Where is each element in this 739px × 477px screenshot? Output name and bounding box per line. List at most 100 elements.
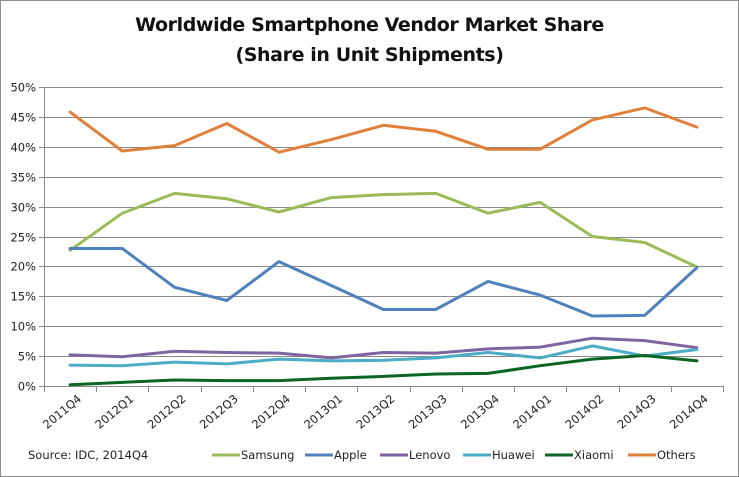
data-point-lenovo bbox=[278, 352, 281, 355]
data-point-lenovo bbox=[434, 352, 437, 355]
x-tick-label: 2014Q3 bbox=[615, 392, 659, 432]
x-tick-label: 2013Q1 bbox=[301, 392, 345, 432]
data-point-xiaomi bbox=[643, 354, 646, 357]
data-point-samsung bbox=[330, 196, 333, 199]
data-point-others bbox=[173, 144, 176, 147]
data-point-lenovo bbox=[591, 337, 594, 340]
y-tick-label: 15% bbox=[10, 290, 36, 304]
data-point-apple bbox=[539, 294, 542, 297]
x-tick-label: 2013Q3 bbox=[406, 392, 450, 432]
x-tick-label: 2011Q4 bbox=[40, 392, 84, 432]
data-point-xiaomi bbox=[539, 364, 542, 367]
chart-title: Worldwide Smartphone Vendor Market Share bbox=[135, 14, 604, 36]
legend: Samsung Apple Lenovo Huawei Xiaomi Others bbox=[212, 448, 696, 462]
data-point-others bbox=[225, 122, 228, 125]
data-point-huawei bbox=[278, 358, 281, 361]
data-point-apple bbox=[434, 308, 437, 311]
series-line-lenovo bbox=[68, 336, 699, 360]
data-point-samsung bbox=[278, 211, 281, 214]
legend-label: Huawei bbox=[492, 448, 535, 462]
y-tick-label: 10% bbox=[10, 320, 36, 334]
chart-subtitle: (Share in Unit Shipments) bbox=[235, 44, 504, 66]
axes bbox=[39, 87, 724, 392]
y-tick-label: 0% bbox=[18, 380, 36, 394]
data-point-apple bbox=[695, 266, 698, 269]
x-tick-label: 2013Q4 bbox=[458, 392, 502, 432]
y-tick-label: 30% bbox=[10, 201, 36, 215]
data-point-xiaomi bbox=[591, 358, 594, 361]
data-point-xiaomi bbox=[382, 375, 385, 378]
data-point-huawei bbox=[121, 364, 124, 367]
data-point-lenovo bbox=[330, 356, 333, 359]
legend-label: Lenovo bbox=[409, 448, 450, 462]
data-point-others bbox=[591, 118, 594, 121]
data-point-xiaomi bbox=[434, 373, 437, 376]
series-line-apple bbox=[68, 247, 699, 318]
data-point-xiaomi bbox=[330, 377, 333, 380]
y-tick-label: 35% bbox=[10, 171, 36, 185]
data-point-xiaomi bbox=[695, 359, 698, 362]
legend-item-lenovo: Lenovo bbox=[380, 448, 450, 462]
series-line-xiaomi bbox=[68, 354, 699, 387]
data-point-xiaomi bbox=[487, 372, 490, 375]
y-axis-tick-labels: 0% 5% 10% 15% 20% 25% 30% 35% 40% 45% 50% bbox=[10, 81, 36, 394]
legend-item-apple: Apple bbox=[305, 448, 367, 462]
data-point-huawei bbox=[591, 344, 594, 347]
x-tick-label: 2012Q4 bbox=[249, 392, 293, 432]
data-point-xiaomi bbox=[69, 383, 72, 386]
data-point-others bbox=[487, 148, 490, 151]
data-point-lenovo bbox=[382, 351, 385, 354]
legend-label: Xiaomi bbox=[574, 448, 614, 462]
series-line-others bbox=[68, 106, 699, 154]
data-point-samsung bbox=[539, 201, 542, 204]
x-axis-tick-labels: 2011Q4 2012Q1 2012Q2 2012Q3 2012Q4 2013Q1 2013… bbox=[40, 392, 711, 432]
y-tick-label: 5% bbox=[18, 350, 36, 364]
series-lines bbox=[68, 106, 699, 387]
data-point-huawei bbox=[225, 362, 228, 365]
data-point-others bbox=[69, 111, 72, 114]
data-point-samsung bbox=[487, 212, 490, 215]
data-point-others bbox=[278, 151, 281, 154]
legend-label: Others bbox=[657, 448, 696, 462]
x-tick-label: 2014Q4 bbox=[667, 392, 711, 432]
data-point-huawei bbox=[434, 356, 437, 359]
legend-item-huawei: Huawei bbox=[463, 448, 535, 462]
data-point-lenovo bbox=[487, 347, 490, 350]
data-point-others bbox=[695, 126, 698, 129]
series-line-huawei bbox=[68, 344, 699, 368]
data-point-huawei bbox=[487, 351, 490, 354]
data-point-others bbox=[643, 106, 646, 109]
data-point-lenovo bbox=[69, 353, 72, 356]
legend-item-others: Others bbox=[628, 448, 696, 462]
x-tick-label: 2012Q1 bbox=[92, 392, 136, 432]
data-point-huawei bbox=[69, 364, 72, 367]
y-tick-label: 25% bbox=[10, 231, 36, 245]
y-tick-label: 45% bbox=[10, 111, 36, 125]
data-point-xiaomi bbox=[225, 379, 228, 382]
y-tick-label: 40% bbox=[10, 141, 36, 155]
x-tick-label: 2012Q2 bbox=[145, 392, 189, 432]
y-tick-label: 50% bbox=[10, 81, 36, 95]
x-tick-label: 2014Q1 bbox=[510, 392, 554, 432]
x-tick-label: 2014Q2 bbox=[562, 392, 606, 432]
data-point-apple bbox=[225, 299, 228, 302]
data-point-huawei bbox=[382, 359, 385, 362]
data-point-apple bbox=[487, 280, 490, 283]
data-point-apple bbox=[173, 286, 176, 289]
y-tick-label: 20% bbox=[10, 260, 36, 274]
data-point-huawei bbox=[173, 361, 176, 364]
series-line-samsung bbox=[68, 191, 699, 269]
data-point-huawei bbox=[695, 348, 698, 351]
data-point-apple bbox=[69, 247, 72, 250]
data-point-samsung bbox=[643, 241, 646, 244]
data-point-samsung bbox=[382, 193, 385, 196]
data-point-apple bbox=[382, 308, 385, 311]
data-point-lenovo bbox=[643, 339, 646, 342]
legend-label: Apple bbox=[334, 448, 367, 462]
data-point-apple bbox=[591, 315, 594, 318]
data-point-others bbox=[330, 138, 333, 141]
legend-item-xiaomi: Xiaomi bbox=[545, 448, 614, 462]
data-point-huawei bbox=[330, 359, 333, 362]
data-point-huawei bbox=[539, 356, 542, 359]
